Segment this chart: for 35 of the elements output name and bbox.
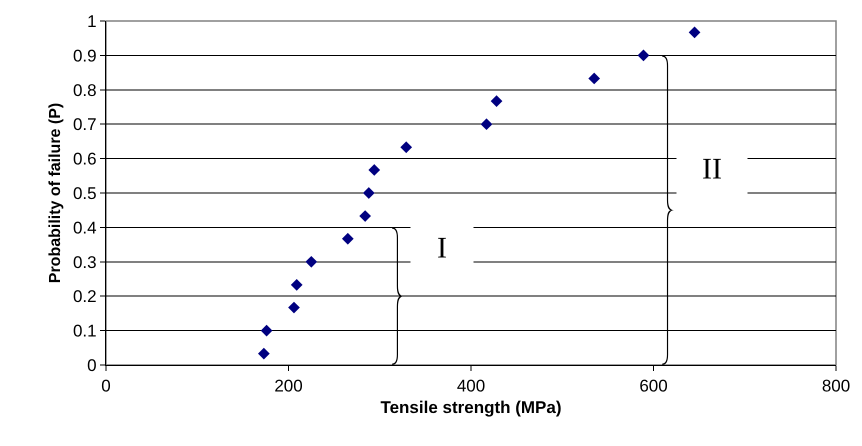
annotation: I (437, 232, 447, 264)
point (258, 348, 270, 360)
point (290, 279, 303, 291)
y-tick-label: 0.6 (72, 150, 97, 169)
y-tick-label: 1 (87, 12, 97, 31)
point (368, 164, 380, 176)
point (342, 232, 354, 245)
point (260, 324, 272, 336)
point (588, 72, 600, 84)
y-tick-label: 0.1 (72, 322, 97, 341)
x-tick-label: 600 (639, 376, 668, 396)
y-tick-label: 0.7 (72, 115, 97, 134)
annotation: II (702, 152, 722, 186)
x-tick-label: 0 (101, 376, 111, 396)
point (688, 26, 700, 38)
point (288, 302, 300, 314)
point (480, 118, 492, 130)
x-tick-label: 400 (456, 376, 486, 396)
y-tick-label: 0 (87, 356, 97, 375)
point (362, 187, 375, 199)
x-axis-title: Tensile strength (MPa) (380, 398, 562, 417)
x-tick-label: 800 (822, 376, 850, 396)
y-axis-title: Probability of failure (P) (46, 102, 64, 284)
x-tick-label: 200 (274, 376, 303, 396)
point (359, 210, 371, 222)
y-tick-label: 0.5 (72, 184, 97, 203)
y-tick-label: 0.3 (72, 252, 97, 272)
y-tick-label: 0.9 (72, 46, 97, 66)
y-tick-label: 0.2 (72, 287, 97, 306)
y-tick-label: 0.4 (72, 218, 97, 238)
point (400, 141, 412, 154)
point (638, 50, 650, 62)
y-tick-label: 0.8 (72, 80, 97, 100)
point (305, 256, 318, 268)
point (490, 95, 502, 107)
